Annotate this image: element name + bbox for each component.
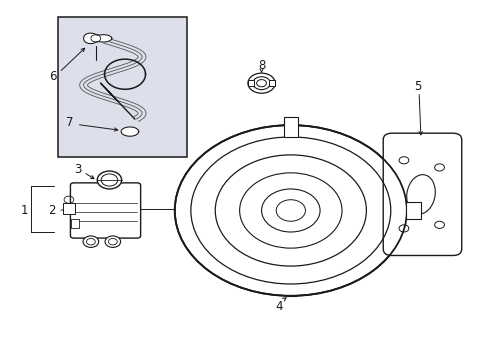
Text: 2: 2 <box>48 204 56 217</box>
Polygon shape <box>121 127 139 136</box>
FancyBboxPatch shape <box>383 133 461 256</box>
Circle shape <box>174 125 406 296</box>
Circle shape <box>83 236 99 247</box>
Polygon shape <box>83 33 112 44</box>
Bar <box>405 202 420 220</box>
Bar <box>284 117 297 137</box>
Text: 8: 8 <box>257 59 264 72</box>
Text: 1: 1 <box>20 204 28 217</box>
Bar <box>269 80 275 86</box>
FancyBboxPatch shape <box>70 183 141 238</box>
Ellipse shape <box>406 175 434 214</box>
Circle shape <box>105 236 121 247</box>
Text: 4: 4 <box>274 300 282 313</box>
Circle shape <box>97 171 122 189</box>
Circle shape <box>247 73 275 93</box>
Bar <box>58 17 187 157</box>
Bar <box>247 80 253 86</box>
Bar <box>62 203 75 214</box>
Bar <box>71 220 79 228</box>
Text: 7: 7 <box>66 116 74 129</box>
Text: 5: 5 <box>413 80 421 93</box>
Text: 3: 3 <box>74 163 81 176</box>
Text: 6: 6 <box>49 69 57 82</box>
